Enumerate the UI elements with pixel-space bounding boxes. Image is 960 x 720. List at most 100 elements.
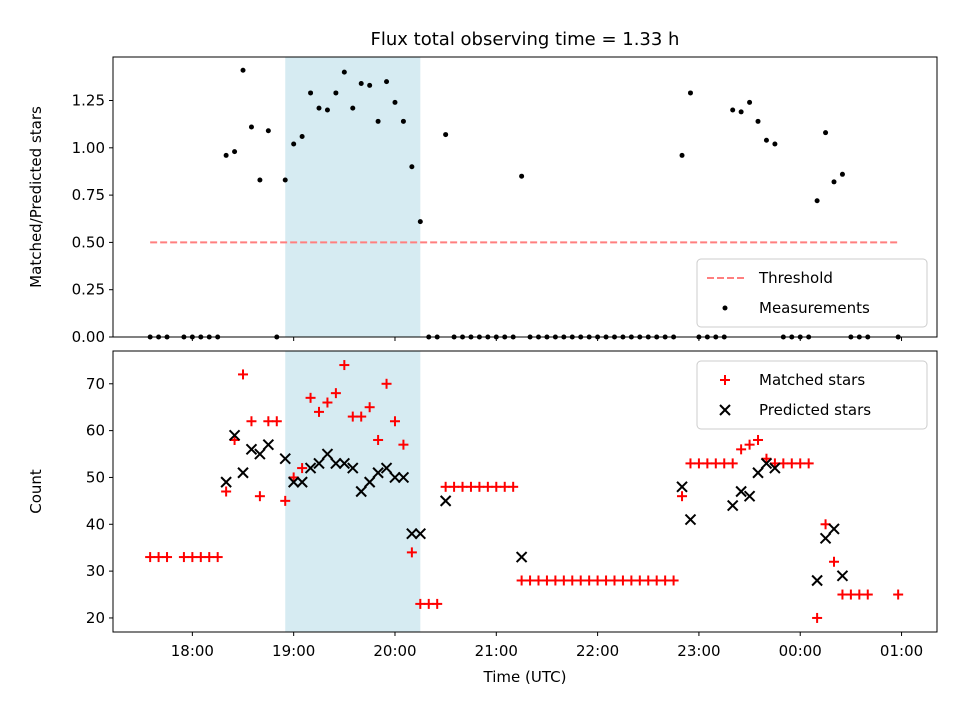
legend-swatch-matched: [720, 375, 730, 385]
data-point: [744, 439, 755, 450]
data-point-stroke: [220, 476, 232, 488]
data-point: [417, 219, 423, 225]
data-point: [893, 589, 904, 600]
data-point: [772, 141, 778, 147]
legend-swatch-stroke: [719, 404, 731, 416]
y-tick-label: 30: [86, 562, 105, 580]
data-point: [823, 130, 829, 136]
data-point: [769, 462, 781, 474]
data-point: [406, 527, 418, 540]
data-point: [400, 118, 406, 124]
x-tick-label: 23:00: [677, 642, 720, 660]
data-point: [162, 552, 173, 563]
data-point-stroke: [262, 438, 275, 451]
data-point: [280, 495, 291, 506]
data-point: [831, 179, 837, 185]
data-point-stroke: [313, 457, 325, 470]
data-point-stroke: [769, 462, 781, 474]
data-point-stroke: [372, 467, 384, 479]
data-point: [279, 453, 291, 465]
data-point-stroke: [245, 443, 258, 456]
data-point: [308, 90, 314, 96]
data-point: [153, 552, 164, 563]
data-point-stroke: [254, 448, 266, 460]
data-point: [634, 575, 645, 586]
data-point-stroke: [515, 551, 528, 563]
top-panel: 0.00 0.25 0.50 0.75 1.00 1.25 Flux total obser…: [27, 29, 938, 346]
axes-frame: [112, 56, 938, 338]
data-point: [314, 406, 324, 417]
data-point-stroke: [228, 429, 241, 442]
y-tick-label: 50: [86, 468, 105, 486]
data-point: [373, 434, 384, 445]
y-tick-label: 60: [86, 422, 105, 440]
data-point: [786, 458, 797, 469]
data-point: [541, 575, 552, 586]
data-point: [474, 481, 485, 492]
data-point: [291, 141, 297, 147]
data-point: [358, 80, 364, 86]
data-point: [439, 495, 452, 507]
data-point: [389, 416, 400, 427]
y-tick-label: 0.00: [72, 328, 105, 346]
data-point: [676, 481, 688, 493]
data-point: [282, 177, 288, 183]
data-point: [195, 552, 206, 563]
data-point-stroke: [752, 467, 764, 479]
data-point: [482, 481, 493, 492]
data-point: [854, 589, 865, 600]
data-point: [687, 90, 693, 96]
data-point: [246, 416, 257, 427]
data-point: [567, 575, 578, 586]
y-axis-label: Count: [27, 469, 45, 514]
data-point: [350, 105, 356, 111]
data-point: [702, 458, 713, 469]
y-tick-label: 40: [86, 515, 105, 533]
data-point: [287, 476, 300, 488]
data-point: [837, 589, 848, 600]
data-point: [398, 439, 409, 450]
legend-box: [696, 258, 928, 328]
y-tick-label: 0.50: [72, 233, 105, 251]
data-point: [727, 458, 738, 469]
data-point: [812, 612, 823, 623]
data-point: [845, 589, 856, 600]
data-point: [355, 485, 367, 498]
data-point: [305, 392, 316, 403]
data-point: [333, 90, 339, 96]
data-point: [316, 105, 322, 111]
data-point: [760, 457, 773, 470]
data-point: [313, 457, 325, 470]
data-point: [533, 575, 544, 586]
data-point: [550, 575, 561, 586]
data-point: [693, 458, 704, 469]
data-point: [685, 458, 696, 469]
data-point: [254, 448, 266, 460]
data-point: [240, 67, 246, 73]
data-point: [795, 458, 806, 469]
highlight-span: [285, 57, 421, 337]
data-point: [811, 574, 823, 587]
data-point: [499, 481, 510, 492]
data-point-stroke: [338, 457, 351, 470]
data-point: [384, 79, 390, 85]
data-point: [397, 471, 410, 484]
legend-label: Matched stars: [759, 371, 865, 389]
data-point: [341, 69, 347, 75]
data-point: [257, 177, 263, 183]
data-point-stroke: [760, 457, 773, 470]
data-point: [347, 411, 358, 422]
data-point: [660, 575, 671, 586]
data-point: [710, 458, 721, 469]
data-point: [525, 575, 536, 586]
data-point: [381, 378, 392, 389]
data-point: [238, 369, 249, 380]
y-tick-label: 0.25: [72, 281, 105, 299]
x-tick-label: 19:00: [272, 642, 315, 660]
chart-title: Flux total observing time = 1.33 h: [371, 29, 680, 50]
x-axis-label: Time (UTC): [483, 668, 567, 686]
data-point: [254, 491, 265, 502]
data-point-stroke: [439, 495, 452, 507]
legend-label: Measurements: [759, 299, 870, 317]
